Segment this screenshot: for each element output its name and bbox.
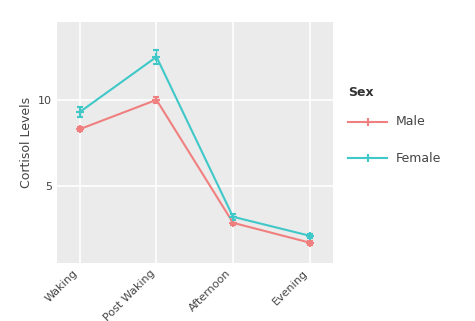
Text: Female: Female	[396, 152, 441, 165]
Text: Male: Male	[396, 116, 426, 128]
Text: Sex: Sex	[349, 86, 374, 99]
Y-axis label: Cortisol Levels: Cortisol Levels	[19, 97, 33, 188]
